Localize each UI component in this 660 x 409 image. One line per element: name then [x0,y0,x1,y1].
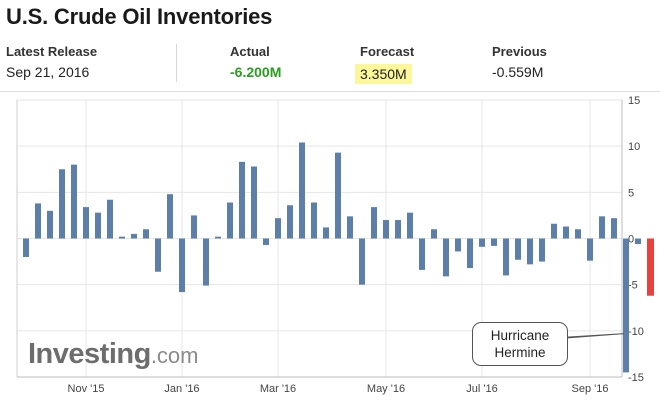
data-bar [371,207,377,238]
data-bar [119,237,125,239]
data-bar [35,203,41,238]
callout-line-1: Hurricane [473,327,567,344]
data-bar [443,239,449,277]
forecast-stat: Forecast 3.350M [360,44,414,84]
callout-line-2: Hermine [473,344,567,361]
data-bar [455,239,461,252]
data-bar [251,166,257,238]
data-bar [383,220,389,238]
data-bar [347,216,353,238]
data-bar [503,239,509,276]
hurricane-callout: Hurricane Hermine [472,322,568,366]
data-bar [83,207,89,238]
y-tick-label: 5 [628,187,634,199]
data-bar [47,211,53,239]
data-bar [635,239,641,245]
x-tick-label: Jan '16 [164,383,199,395]
data-bar [599,216,605,238]
data-bar [395,220,401,238]
data-bar [275,218,281,238]
previous-label: Previous [492,44,547,59]
latest-release-stat: Latest Release Sep 21, 2016 [6,44,97,80]
data-bar [491,239,497,246]
data-bar [287,205,293,238]
latest-release-label: Latest Release [6,44,97,59]
y-tick-label: -5 [628,280,638,292]
data-bar [527,239,533,265]
y-tick-label: -10 [628,326,644,338]
previous-value: -0.559M [492,64,547,80]
data-bar [23,239,29,257]
data-bar [479,239,485,247]
data-bar [551,224,557,239]
data-bar [431,229,437,238]
page-title: U.S. Crude Oil Inventories [6,4,272,30]
data-bar [155,239,161,272]
logo-suffix: .com [151,343,199,368]
data-bar [59,169,65,238]
data-bar [623,239,629,373]
data-bar [575,229,581,238]
forecast-value: 3.350M [355,64,412,84]
data-bar [191,215,197,238]
data-bar [227,202,233,238]
data-bar [179,239,185,293]
data-bar [419,239,425,270]
latest-release-bar [647,239,654,296]
data-bar [323,227,329,238]
data-bar [71,165,77,239]
investing-logo: Investing.com [28,338,199,371]
data-bar [239,162,245,239]
x-tick-label: May '16 [367,383,405,395]
latest-release-date: Sep 21, 2016 [6,64,97,80]
data-bar [611,218,617,238]
data-bar [167,194,173,238]
y-tick-label: 10 [628,141,640,153]
data-bar [203,239,209,286]
actual-stat: Actual -6.200M [230,44,281,80]
data-bar [335,153,341,239]
data-bar [407,213,413,239]
x-tick-label: Mar '16 [260,383,296,395]
x-tick-label: Sep '16 [572,383,609,395]
data-bar [311,202,317,238]
data-bar [515,239,521,260]
logo-brand: Investing [28,338,151,370]
y-tick-label: 15 [628,95,640,107]
data-bar [131,234,137,239]
data-bar [359,239,365,285]
data-bar [467,239,473,269]
forecast-label: Forecast [360,44,414,59]
data-bar [539,239,545,262]
data-bar [107,200,113,239]
stats-divider [176,44,177,82]
y-tick-label: -15 [628,372,644,384]
previous-stat: Previous -0.559M [492,44,547,80]
data-bar [215,237,221,239]
data-bar [143,229,149,238]
data-bar [95,213,101,239]
data-bar [263,239,269,245]
data-bar [299,142,305,238]
x-tick-label: Nov '15 [68,383,105,395]
actual-value: -6.200M [230,64,281,80]
data-bar [563,226,569,238]
actual-label: Actual [230,44,281,59]
x-tick-label: Jul '16 [466,383,497,395]
data-bar [587,239,593,261]
